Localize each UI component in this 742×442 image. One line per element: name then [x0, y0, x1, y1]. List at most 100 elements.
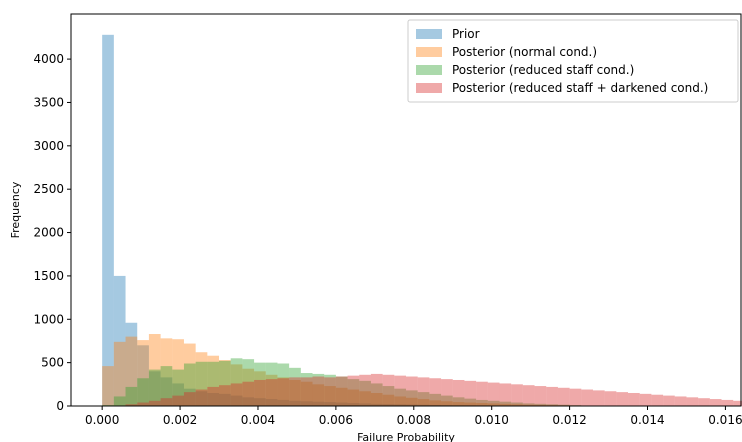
series-1-bar — [335, 402, 348, 406]
series-4-bar — [300, 377, 313, 406]
series-2-bar — [289, 379, 301, 406]
series-3-bar — [137, 378, 149, 406]
x-tick-label: 0.010 — [475, 413, 509, 427]
series-1-bar — [113, 275, 126, 406]
series-2-bar — [370, 392, 383, 406]
plot-frame — [70, 13, 742, 407]
series-1-bar — [347, 402, 360, 406]
series-3-bar — [382, 386, 395, 406]
y-axis-label: Frequency — [9, 181, 22, 238]
series-3-bar — [148, 369, 161, 406]
series-3-bar — [359, 380, 371, 406]
series-4-bar — [347, 375, 360, 406]
series-1-bar — [265, 399, 278, 406]
series-1-bar — [359, 403, 371, 406]
series-4-bar — [452, 379, 465, 406]
series-4-bar — [335, 376, 348, 406]
series-4-bar — [148, 400, 161, 406]
x-tick-label: 0.014 — [630, 413, 664, 427]
series-4-bar — [242, 381, 255, 406]
y-tick-label: 3500 — [33, 95, 64, 109]
series-4-bar — [277, 378, 290, 406]
series-2-bar — [429, 400, 442, 406]
legend: Prior Posterior (normal cond.) Posterior (… — [407, 19, 739, 103]
series-3-bars — [102, 358, 582, 406]
series-4-bar — [406, 376, 418, 406]
series-2-bar — [335, 387, 348, 406]
series-1-bar — [125, 322, 138, 406]
legend-label: Posterior (reduced staff + darkened cond… — [452, 81, 708, 95]
series-4-bar — [581, 389, 593, 406]
x-tick-label: 0.002 — [163, 413, 197, 427]
legend-label: Posterior (normal cond.) — [452, 45, 597, 59]
series-2-bar — [534, 404, 547, 406]
x-axis: 0.000 0.002 0.004 0.006 0.008 0.010 0.012 0.014… — [85, 406, 742, 427]
series-4-bar — [592, 390, 605, 406]
series-3-bar — [546, 404, 558, 406]
series-3-bar — [207, 361, 220, 406]
legend-label: Prior — [452, 27, 480, 41]
series-1-bar — [382, 404, 395, 406]
y-tick-label: 1500 — [33, 269, 64, 283]
series-4-bar — [137, 402, 149, 406]
series-3-bar — [499, 401, 512, 406]
series-1-bar — [417, 404, 430, 406]
series-3-bar — [335, 376, 348, 406]
series-4-bar — [289, 377, 301, 406]
series-2-bar — [522, 404, 535, 406]
series-2-bar — [476, 402, 488, 406]
series-1-bar — [312, 401, 325, 406]
series-4-bar — [534, 386, 547, 406]
series-4-bar — [721, 399, 734, 406]
series-4-bar — [125, 404, 138, 406]
series-4-bar — [183, 392, 196, 406]
x-tick-label: 0.004 — [241, 413, 275, 427]
series-4-bar — [370, 373, 383, 406]
y-tick-label: 4000 — [33, 52, 64, 66]
series-2-bar — [394, 396, 406, 406]
series-4-bar — [604, 391, 617, 406]
series-3-bar — [557, 404, 570, 406]
series-1-bar — [242, 397, 255, 406]
series-2-bar — [499, 403, 512, 406]
series-3-bar — [300, 373, 313, 406]
series-4-bar — [394, 375, 406, 406]
series-4-bar — [511, 384, 523, 406]
x-tick-label: 0.000 — [85, 413, 119, 427]
series-2-bar — [312, 384, 325, 406]
series-2-bar — [406, 397, 418, 406]
series-4-bar — [499, 383, 512, 406]
y-tick-label: 2500 — [33, 182, 64, 196]
series-4-bar — [686, 397, 699, 406]
series-4-bar — [628, 392, 640, 406]
series-2-bar — [324, 386, 336, 406]
series-4-bar — [557, 387, 570, 406]
series-3-bar — [487, 400, 500, 406]
series-4-bar — [429, 378, 442, 406]
series-1-bar — [230, 395, 243, 406]
series-4-bar — [546, 386, 558, 406]
legend-swatch — [416, 29, 442, 39]
series-3-bar — [160, 366, 173, 406]
series-4-bar — [219, 385, 231, 406]
series-2-bar — [242, 368, 255, 406]
series-4-bar — [160, 398, 173, 406]
series-1-bar — [219, 393, 231, 406]
series-2-bar — [300, 381, 313, 406]
series-2-bar — [183, 343, 196, 406]
series-2-bar — [359, 391, 371, 406]
series-2-bar — [265, 374, 278, 406]
series-1-bar — [254, 398, 266, 406]
legend-label: Posterior (reduced staff cond.) — [452, 63, 634, 77]
series-4-bar — [733, 400, 742, 406]
series-4-bar — [254, 379, 266, 406]
series-2-bar — [230, 364, 243, 406]
series-3-bar — [522, 403, 535, 406]
series-3-bar — [125, 386, 138, 406]
series-1-bar — [406, 404, 418, 406]
series-3-bar — [534, 403, 547, 406]
series-1-bar — [172, 383, 184, 406]
series-1-bar — [370, 403, 383, 406]
series-2-bar — [417, 399, 430, 406]
series-2-bar — [452, 402, 465, 406]
